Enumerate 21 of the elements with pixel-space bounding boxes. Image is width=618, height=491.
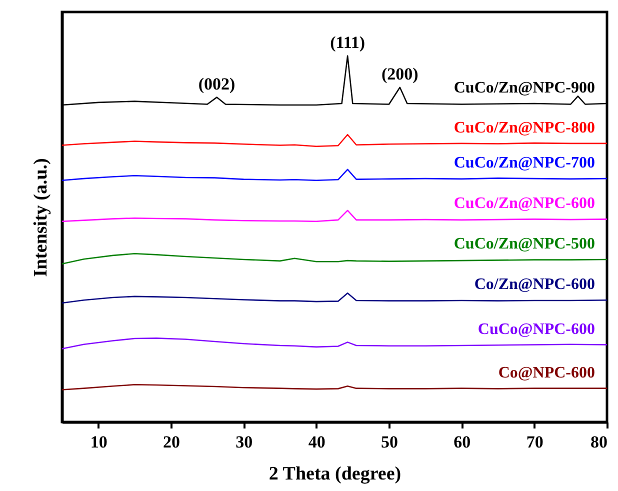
series-label: CuCo/Zn@NPC-700 <box>454 154 595 172</box>
series-label: CuCo@NPC-600 <box>478 320 595 338</box>
x-tick-label: 40 <box>308 432 326 452</box>
x-tick-label: 10 <box>90 432 108 452</box>
annotation: (111) <box>330 32 366 52</box>
series-label: CuCo/Zn@NPC-600 <box>454 195 595 212</box>
x-axis-title: 2 Theta (degree) <box>268 464 402 484</box>
series-label: Co/Zn@NPC-600 <box>474 276 595 294</box>
series-label: Co@NPC-600 <box>498 364 595 382</box>
x-tick-label: 30 <box>236 432 253 452</box>
x-tick-label: 20 <box>163 432 180 452</box>
x-tick-label: 80 <box>590 432 608 452</box>
series-label: CuCo/Zn@NPC-500 <box>454 235 595 252</box>
x-tick-label: 70 <box>526 432 544 452</box>
series-label: CuCo/Zn@NPC-900 <box>454 80 595 97</box>
y-axis-title: Intensity (a.u.) <box>30 158 52 277</box>
annotation: (200) <box>381 64 418 84</box>
x-tick-label: 50 <box>381 432 398 452</box>
series-label: CuCo/Zn@NPC-800 <box>454 119 595 136</box>
annotation: (002) <box>198 74 236 94</box>
x-tick-label: 60 <box>454 432 471 452</box>
